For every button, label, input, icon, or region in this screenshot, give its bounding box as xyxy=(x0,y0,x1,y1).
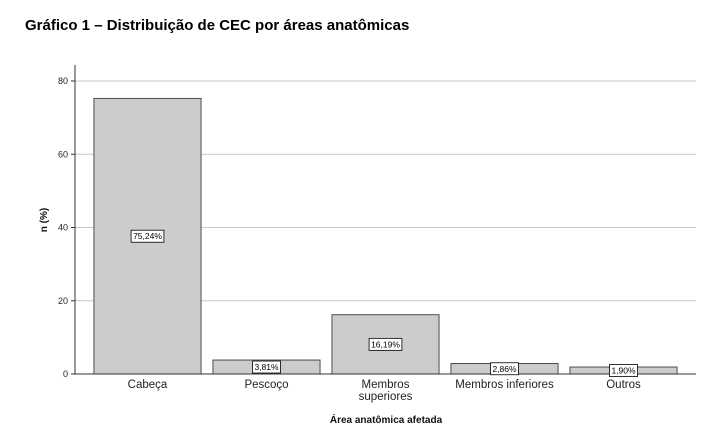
y-tick-label: 80 xyxy=(58,76,68,86)
data-labels: 75,24% 3,81% 16,19% 2,86% 1,90% xyxy=(130,229,638,377)
x-tick-label: Cabeça xyxy=(128,379,168,391)
data-label: 3,81% xyxy=(254,362,279,372)
y-tick-label: 20 xyxy=(58,296,68,306)
y-tick-label: 60 xyxy=(58,149,68,159)
chart-title: Gráfico 1 – Distribuição de CEC por área… xyxy=(25,17,410,34)
data-label: 1,90% xyxy=(611,366,636,376)
x-tick-label: Membros xyxy=(362,379,410,391)
y-axis-title: n (%) xyxy=(39,208,50,232)
data-label: 75,24% xyxy=(133,231,162,241)
y-ticks: 0 20 40 60 80 xyxy=(58,76,75,379)
y-tick-label: 0 xyxy=(63,369,68,379)
data-label: 16,19% xyxy=(371,339,400,349)
data-label-box xyxy=(130,229,165,243)
data-label-box xyxy=(490,362,519,376)
data-label: 2,86% xyxy=(492,364,517,374)
bars xyxy=(93,97,678,375)
data-label-box xyxy=(252,360,281,374)
data-label-box xyxy=(609,364,638,377)
x-tick-label: Pescoço xyxy=(244,379,288,391)
x-tick-label: Outros xyxy=(606,379,641,391)
x-tick-label: Membros inferiores xyxy=(455,379,554,391)
data-label-box xyxy=(368,337,403,351)
x-axis-title: Área anatômica afetada xyxy=(330,413,443,426)
axes xyxy=(74,65,696,375)
x-tick-label: superiores xyxy=(359,391,413,403)
y-tick-label: 40 xyxy=(58,223,68,233)
